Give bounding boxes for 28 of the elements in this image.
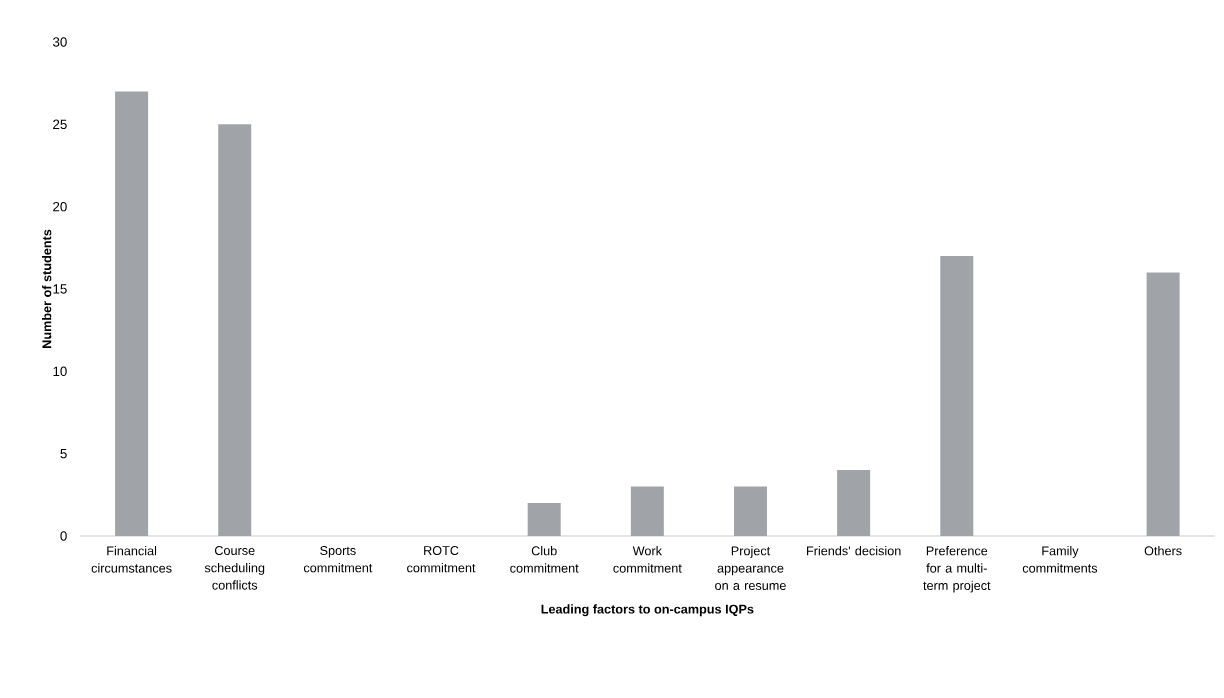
y-axis-title: Number of students [42,229,52,348]
x-tick-label: Project appearance on a resume [715,546,786,590]
y-tick-label: 30 [52,37,67,47]
y-tick-label: 0 [60,531,67,541]
y-tick-label: 25 [53,119,67,130]
x-tick-label: Club commitment [510,546,579,573]
bar [527,503,561,536]
x-tick-label: Course scheduling conflicts [204,546,265,590]
bar [940,256,974,536]
bar [630,486,664,536]
x-tick-label: Preference for a multi-term project [923,546,991,593]
x-tick-label: Work commitment [613,546,682,573]
y-tick-label: 10 [53,366,67,377]
x-tick-label: Sports commitment [303,546,373,573]
bar [1146,272,1180,536]
bar [837,470,871,536]
bar [218,124,252,536]
bar [115,91,149,536]
x-tick-label: Friends' decision [807,546,901,556]
x-tick-label: ROTC commitment [407,546,476,573]
y-tick-label: 20 [53,201,67,212]
x-tick-label: Financial circumstances [91,546,172,573]
y-tick-label: 5 [60,449,67,459]
y-tick-label: 15 [53,284,67,294]
x-axis-title: Leading factors to on-campus IQPs [541,604,754,617]
bar [733,486,767,536]
x-tick-label: Family commitments [1022,546,1098,573]
x-tick-label: Others [1144,546,1182,556]
